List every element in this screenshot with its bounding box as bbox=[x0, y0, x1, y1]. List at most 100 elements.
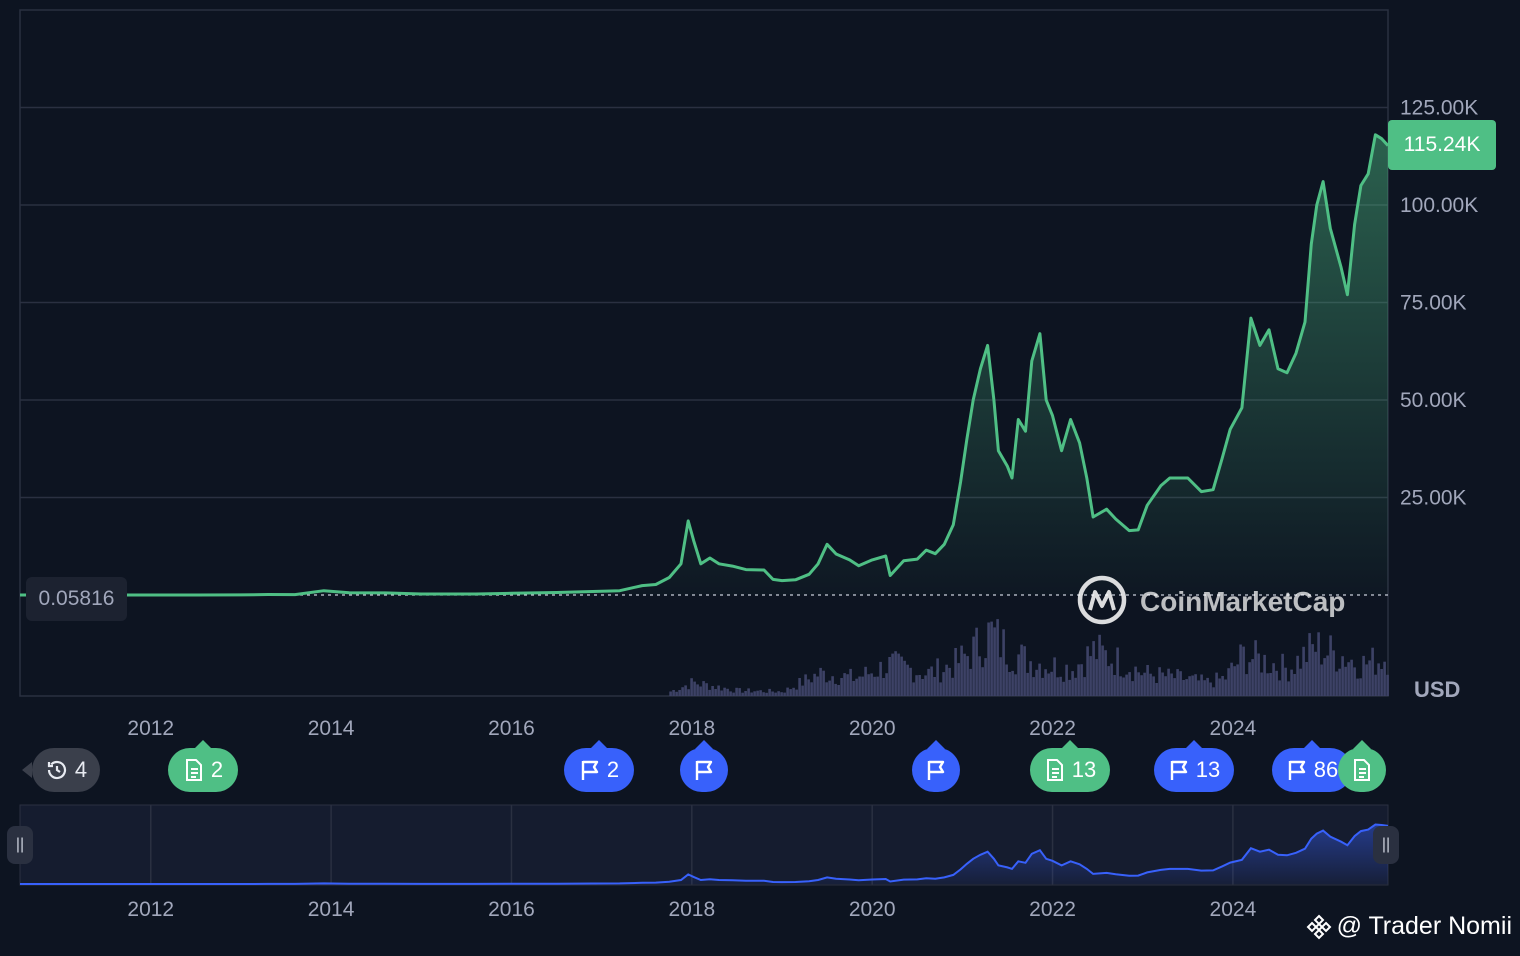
volume-bar bbox=[771, 691, 774, 696]
coinmarketcap-logo: CoinMarketCap bbox=[1077, 575, 1345, 625]
volume-bar bbox=[1032, 677, 1035, 696]
volume-bar bbox=[1377, 663, 1380, 696]
volume-bar bbox=[1167, 668, 1170, 696]
event-badge-count: 4 bbox=[74, 757, 88, 782]
currency-unit: USD bbox=[1414, 677, 1460, 702]
navigator-x-tick-label: 2014 bbox=[308, 898, 355, 921]
x-tick-label: 2022 bbox=[1029, 717, 1076, 740]
volume-bar bbox=[930, 666, 933, 696]
volume-bar bbox=[1329, 635, 1332, 696]
volume-bar bbox=[1287, 681, 1290, 696]
price-line bbox=[20, 133, 1390, 597]
volume-bar bbox=[798, 678, 801, 696]
volume-bar bbox=[750, 692, 753, 696]
volume-bar bbox=[1371, 647, 1374, 696]
volume-bar bbox=[1368, 660, 1371, 696]
document-icon bbox=[1351, 758, 1373, 782]
volume-bar bbox=[741, 692, 744, 696]
volume-bar bbox=[1215, 672, 1218, 696]
volume-bar bbox=[1014, 674, 1017, 696]
volume-bar bbox=[1233, 666, 1236, 696]
volume-bar bbox=[792, 687, 795, 696]
volume-bar bbox=[897, 653, 900, 696]
volume-bar bbox=[1332, 650, 1335, 696]
event-badge-flag[interactable]: 13 bbox=[1154, 740, 1234, 792]
volume-bar bbox=[1143, 672, 1146, 696]
volume-bar bbox=[1023, 646, 1026, 696]
volume-bar bbox=[933, 677, 936, 696]
volume-bar bbox=[1086, 646, 1089, 696]
event-badge-news[interactable] bbox=[1338, 740, 1386, 792]
volume-bar bbox=[996, 619, 999, 696]
volume-bar bbox=[1017, 654, 1020, 696]
navigator-x-tick-label: 2012 bbox=[127, 898, 174, 921]
volume-bar bbox=[705, 683, 708, 696]
volume-bar bbox=[1212, 687, 1215, 696]
volume-bar bbox=[747, 688, 750, 696]
volume-bar bbox=[1275, 670, 1278, 696]
volume-bar bbox=[1158, 667, 1161, 696]
volume-bar bbox=[1284, 667, 1287, 696]
volume-bar bbox=[1293, 674, 1296, 696]
volume-bar bbox=[852, 681, 855, 696]
volume-bar bbox=[1188, 676, 1191, 696]
volume-bar bbox=[975, 627, 978, 696]
event-badge-flag[interactable]: 2 bbox=[564, 740, 634, 792]
volume-bar bbox=[1071, 671, 1074, 696]
volume-bar bbox=[1347, 662, 1350, 696]
volume-bar bbox=[846, 674, 849, 696]
binance-icon bbox=[1306, 914, 1331, 939]
volume-bar bbox=[1137, 672, 1140, 696]
volume-bar bbox=[723, 687, 726, 696]
y-tick-label: 125.00K bbox=[1400, 97, 1478, 120]
volume-bar bbox=[1224, 679, 1227, 696]
current-price-label: 115.24K bbox=[1388, 120, 1496, 170]
event-badge-news[interactable]: 13 bbox=[1030, 740, 1110, 792]
volume-bar bbox=[1311, 644, 1314, 696]
volume-bar bbox=[948, 667, 951, 696]
navigator-right-handle[interactable]: || bbox=[1373, 826, 1399, 864]
volume-bar bbox=[753, 691, 756, 696]
volume-bar bbox=[1128, 672, 1131, 696]
volume-bar bbox=[699, 686, 702, 696]
volume-bar bbox=[924, 675, 927, 696]
volume-bar bbox=[1269, 673, 1272, 696]
credit: @ Trader Nomii bbox=[1305, 912, 1512, 941]
navigator-left-handle[interactable]: || bbox=[7, 826, 33, 864]
volume-bar bbox=[1338, 668, 1341, 696]
volume-bar bbox=[957, 663, 960, 696]
history-arrow-icon bbox=[22, 762, 32, 778]
volume-bar bbox=[870, 673, 873, 696]
volume-bar bbox=[1035, 669, 1038, 696]
event-badge-flag[interactable] bbox=[912, 740, 960, 792]
volume-bar bbox=[1164, 676, 1167, 696]
badge-pointer bbox=[1353, 740, 1371, 749]
volume-bar bbox=[1176, 669, 1179, 696]
volume-bar bbox=[1182, 680, 1185, 696]
volume-bar bbox=[861, 676, 864, 696]
volume-bar bbox=[1191, 675, 1194, 696]
volume-bar bbox=[1290, 669, 1293, 696]
volume-bar bbox=[903, 660, 906, 696]
volume-bar bbox=[1080, 664, 1083, 696]
event-badge-count: 13 bbox=[1071, 757, 1097, 782]
volume-bar bbox=[1365, 664, 1368, 696]
event-badge-history[interactable]: 4 bbox=[32, 748, 100, 792]
volume-bar bbox=[1323, 658, 1326, 696]
volume-bar bbox=[1203, 680, 1206, 696]
volume-bar bbox=[780, 692, 783, 696]
volume-bar bbox=[840, 678, 843, 696]
y-tick-label: 25.00K bbox=[1400, 487, 1467, 510]
volume-bar bbox=[969, 668, 972, 696]
event-badge-news[interactable]: 2 bbox=[168, 740, 238, 792]
volume-bar bbox=[879, 661, 882, 696]
event-badge-count: 13 bbox=[1195, 757, 1221, 782]
credit-handle: @ Trader Nomii bbox=[1336, 912, 1512, 940]
event-badge-flag[interactable] bbox=[680, 740, 728, 792]
volume-bar bbox=[1077, 664, 1080, 696]
x-tick-label: 2014 bbox=[308, 717, 355, 740]
volume-bar bbox=[1254, 640, 1257, 696]
volume-bar bbox=[1095, 659, 1098, 696]
